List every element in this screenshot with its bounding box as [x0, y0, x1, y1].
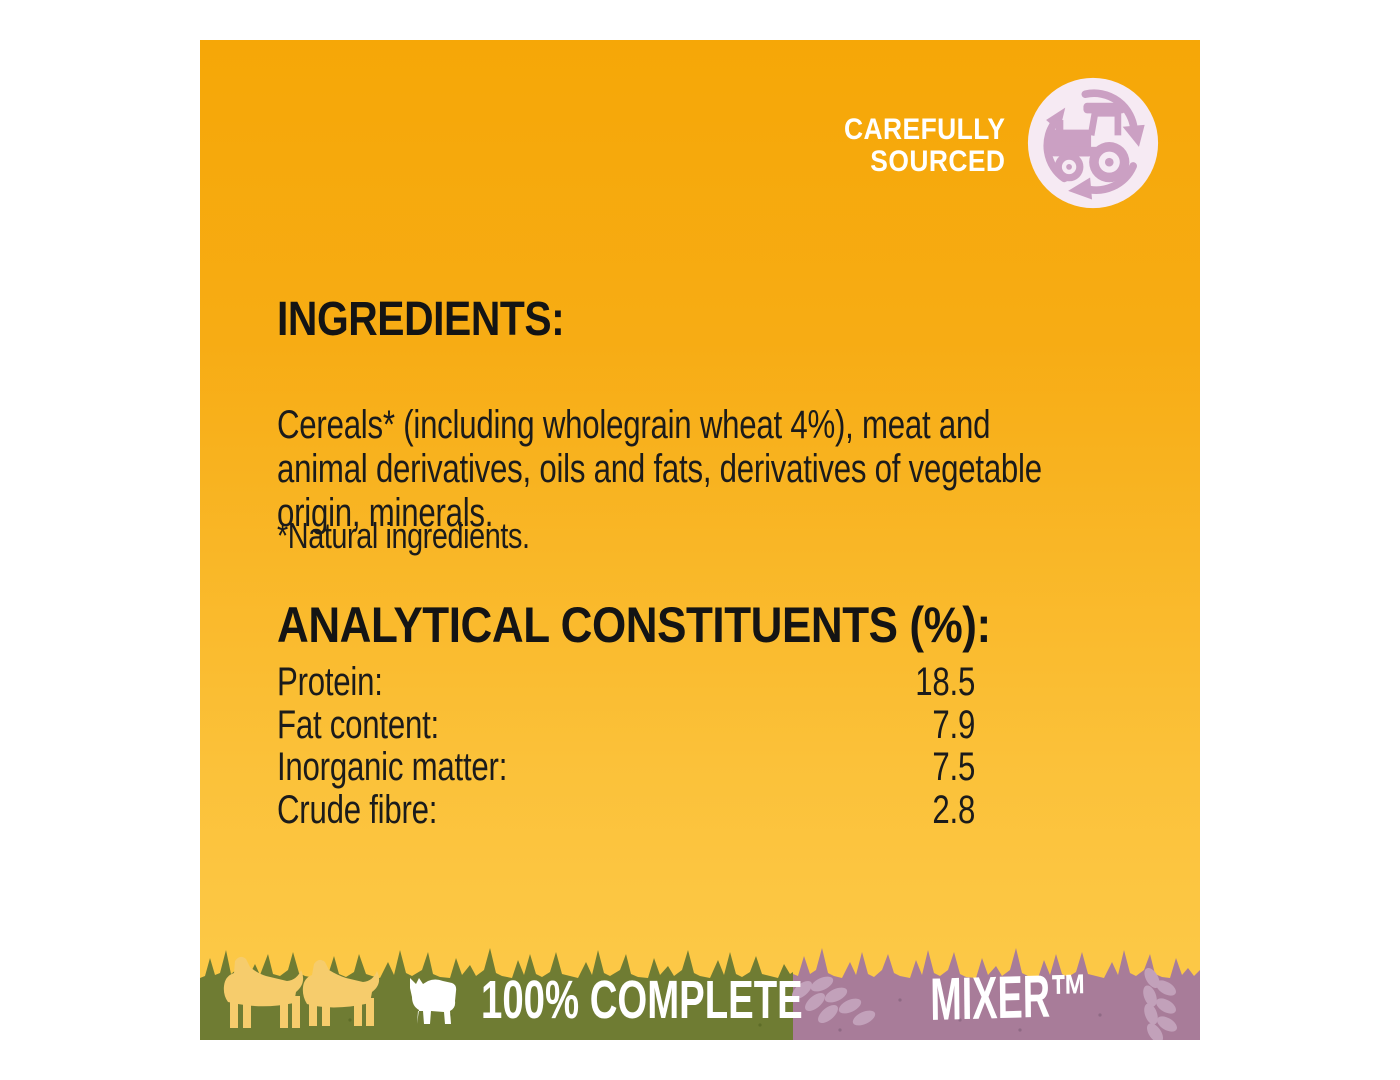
- table-row: Fat content: 7.9: [277, 702, 976, 747]
- row-label: Inorganic matter:: [277, 745, 508, 789]
- terrier-silhouette-icon: [410, 978, 457, 1024]
- row-value: 7.9: [932, 702, 976, 747]
- row-label: Fat content:: [277, 702, 439, 747]
- carefully-sourced-line1: CAREFULLY: [843, 113, 1005, 146]
- wheat-sprig-icon: [792, 976, 876, 1026]
- grass-edge: [200, 948, 793, 1040]
- carefully-sourced-text: CAREFULLY SOURCED: [844, 114, 1005, 178]
- wheat-sprig-icon: [1143, 968, 1177, 1040]
- table-row: Protein: 18.5: [277, 661, 975, 704]
- row-value: 18.5: [915, 660, 976, 704]
- natural-ingredients-note: *Natural ingredients.: [277, 515, 530, 556]
- table-row: Inorganic matter: 7.5: [277, 746, 975, 789]
- table-row: Crude fibre: 2.8: [277, 787, 976, 832]
- row-value: 2.8: [932, 787, 976, 832]
- ingredients-body: Cereals* (including wholegrain wheat 4%)…: [277, 403, 1042, 535]
- row-label: Protein:: [277, 660, 383, 704]
- brand-name-label: MIXER™: [929, 961, 1089, 1033]
- pack-back-label: CAREFULLY SOURCED INGREDIENTS: [200, 40, 1200, 1040]
- analytical-heading: ANALYTICAL CONSTITUENTS (%):: [277, 597, 991, 653]
- labrador-silhouette-icon: [223, 956, 304, 1028]
- retriever-silhouette-icon: [302, 959, 380, 1026]
- row-label: Crude fibre:: [277, 787, 438, 832]
- tractor-recycle-icon: [1027, 77, 1159, 209]
- row-value: 7.5: [932, 745, 976, 789]
- ingredients-heading: INGREDIENTS:: [277, 293, 565, 346]
- footer-bands: [200, 948, 1200, 1040]
- purple-speckles: [838, 993, 1102, 1032]
- complete-claim-label: 100% COMPLETE: [481, 970, 803, 1030]
- carefully-sourced-line2: SOURCED: [869, 145, 1005, 178]
- grass-edge: [793, 948, 1200, 1040]
- analytical-table: Protein: 18.5 Fat content: 7.9 Inorganic…: [277, 661, 975, 831]
